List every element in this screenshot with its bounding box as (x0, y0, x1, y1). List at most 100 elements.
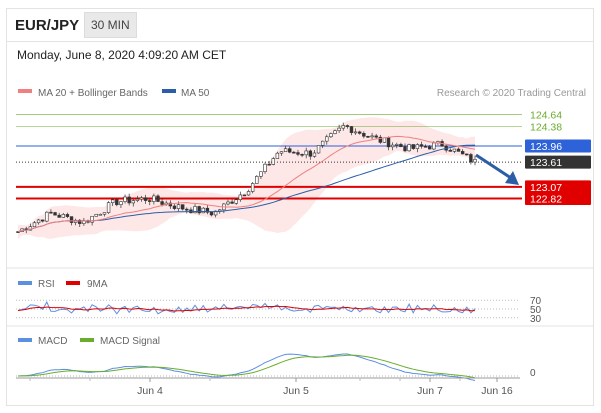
ma50-legend-label: MA 50 (181, 88, 210, 99)
macd-signal-legend-swatch (80, 338, 94, 342)
candle-body (341, 125, 345, 129)
candle-body (288, 148, 292, 153)
research-credit: Research © 2020 Trading Central (437, 88, 586, 99)
candle-body (419, 144, 424, 147)
macd-zero-label: 0 (530, 368, 536, 379)
candle-body (135, 198, 140, 201)
rsi-level-label: 30 (530, 314, 542, 325)
candle-body (234, 199, 238, 204)
candle-body (432, 142, 436, 150)
macd-legend-label: MACD (38, 336, 67, 347)
candle-body (399, 144, 403, 148)
candle-body (283, 148, 288, 153)
candle-body (271, 158, 275, 165)
ma50-legend-swatch (162, 89, 176, 93)
level-label-text: 124.64 (530, 110, 562, 122)
candle-body (325, 136, 329, 142)
candle-body (98, 213, 103, 216)
rsi-legend-swatch (18, 281, 32, 285)
candle-body (131, 200, 135, 204)
candle-body (358, 131, 362, 134)
level-label-text: 122.82 (530, 193, 562, 205)
level-label-text: 123.61 (530, 157, 562, 169)
candle-body (156, 195, 160, 202)
candle-body (226, 201, 230, 205)
candle-body (106, 202, 111, 213)
candle-body (423, 146, 428, 148)
candle-body (90, 215, 94, 223)
x-tick-label: Jun 4 (137, 385, 163, 397)
candle-body (353, 131, 358, 134)
candle-body (473, 159, 477, 163)
candle-body (185, 208, 189, 211)
candle-body (201, 207, 205, 214)
rsi-level-label: 70 (530, 296, 542, 307)
candle-body (395, 144, 399, 146)
level-label-text: 123.96 (530, 141, 562, 153)
level-label-box (525, 191, 591, 205)
candle-body (390, 144, 395, 148)
level-label-box (525, 180, 591, 194)
x-tick-label: Jun 5 (283, 385, 309, 397)
chart-header: EUR/JPY 30 MIN (6, 8, 594, 42)
x-axis-labels: Jun 4 Jun 5 Jun 7 Jun 16 (29, 378, 513, 397)
candle-body (329, 133, 333, 138)
candle-body (292, 151, 296, 154)
candle-body (452, 148, 457, 152)
candle-body (312, 152, 317, 157)
candle-body (275, 152, 280, 159)
candle-body (308, 150, 313, 157)
candle-body (65, 214, 70, 217)
candle-body (36, 219, 41, 224)
candle-body (148, 200, 152, 202)
candle-body (41, 219, 45, 222)
candle-body (119, 201, 123, 206)
candle-body (69, 216, 74, 223)
candle-body (370, 135, 374, 138)
candle-body (320, 140, 325, 146)
candle-body (32, 222, 37, 228)
macd-signal-line (17, 354, 476, 379)
candle-body (469, 154, 473, 163)
x-tick-label: Jun 7 (417, 385, 443, 397)
candle-body (415, 144, 420, 149)
candle-body (386, 137, 391, 148)
candle-body (143, 197, 148, 201)
candle-body (94, 213, 98, 217)
candle-body (259, 171, 263, 177)
candle-body (49, 211, 53, 214)
candle-body (61, 214, 65, 218)
bollinger-legend-swatch (18, 89, 32, 93)
rsi-level-label: 50 (530, 305, 542, 316)
candle-body (403, 146, 407, 152)
macd-legend-swatch (18, 338, 32, 342)
candle-body (296, 152, 300, 155)
bollinger-bands (18, 117, 475, 239)
candle-body (362, 133, 366, 137)
candle-body (267, 163, 271, 166)
candle-body (127, 196, 131, 204)
candle-body (255, 176, 259, 184)
bollinger-legend-label: MA 20 + Bollinger Bands (38, 88, 148, 99)
forecast-arrow-head (505, 171, 519, 185)
candle-body (193, 206, 197, 214)
bollinger-band-area (18, 117, 475, 239)
rsi-ma-legend-label: 9MA (87, 279, 108, 290)
candle-body (160, 201, 164, 205)
candle-body (242, 194, 247, 197)
candle-body (78, 219, 82, 224)
candle-body (456, 148, 461, 152)
candle-body (279, 151, 284, 154)
level-label-text: 123.07 (530, 182, 562, 194)
timeframe-badge[interactable]: 30 MIN (84, 12, 137, 38)
candle-body (102, 212, 107, 215)
candle-body (152, 195, 156, 202)
level-label-text: 124.38 (530, 122, 562, 134)
candle-body (378, 136, 383, 143)
level-label-box (525, 139, 591, 153)
candle-body (250, 183, 255, 192)
candle-body (349, 126, 354, 133)
candle-body (460, 151, 465, 155)
x-tick-label: Jun 16 (481, 385, 513, 397)
